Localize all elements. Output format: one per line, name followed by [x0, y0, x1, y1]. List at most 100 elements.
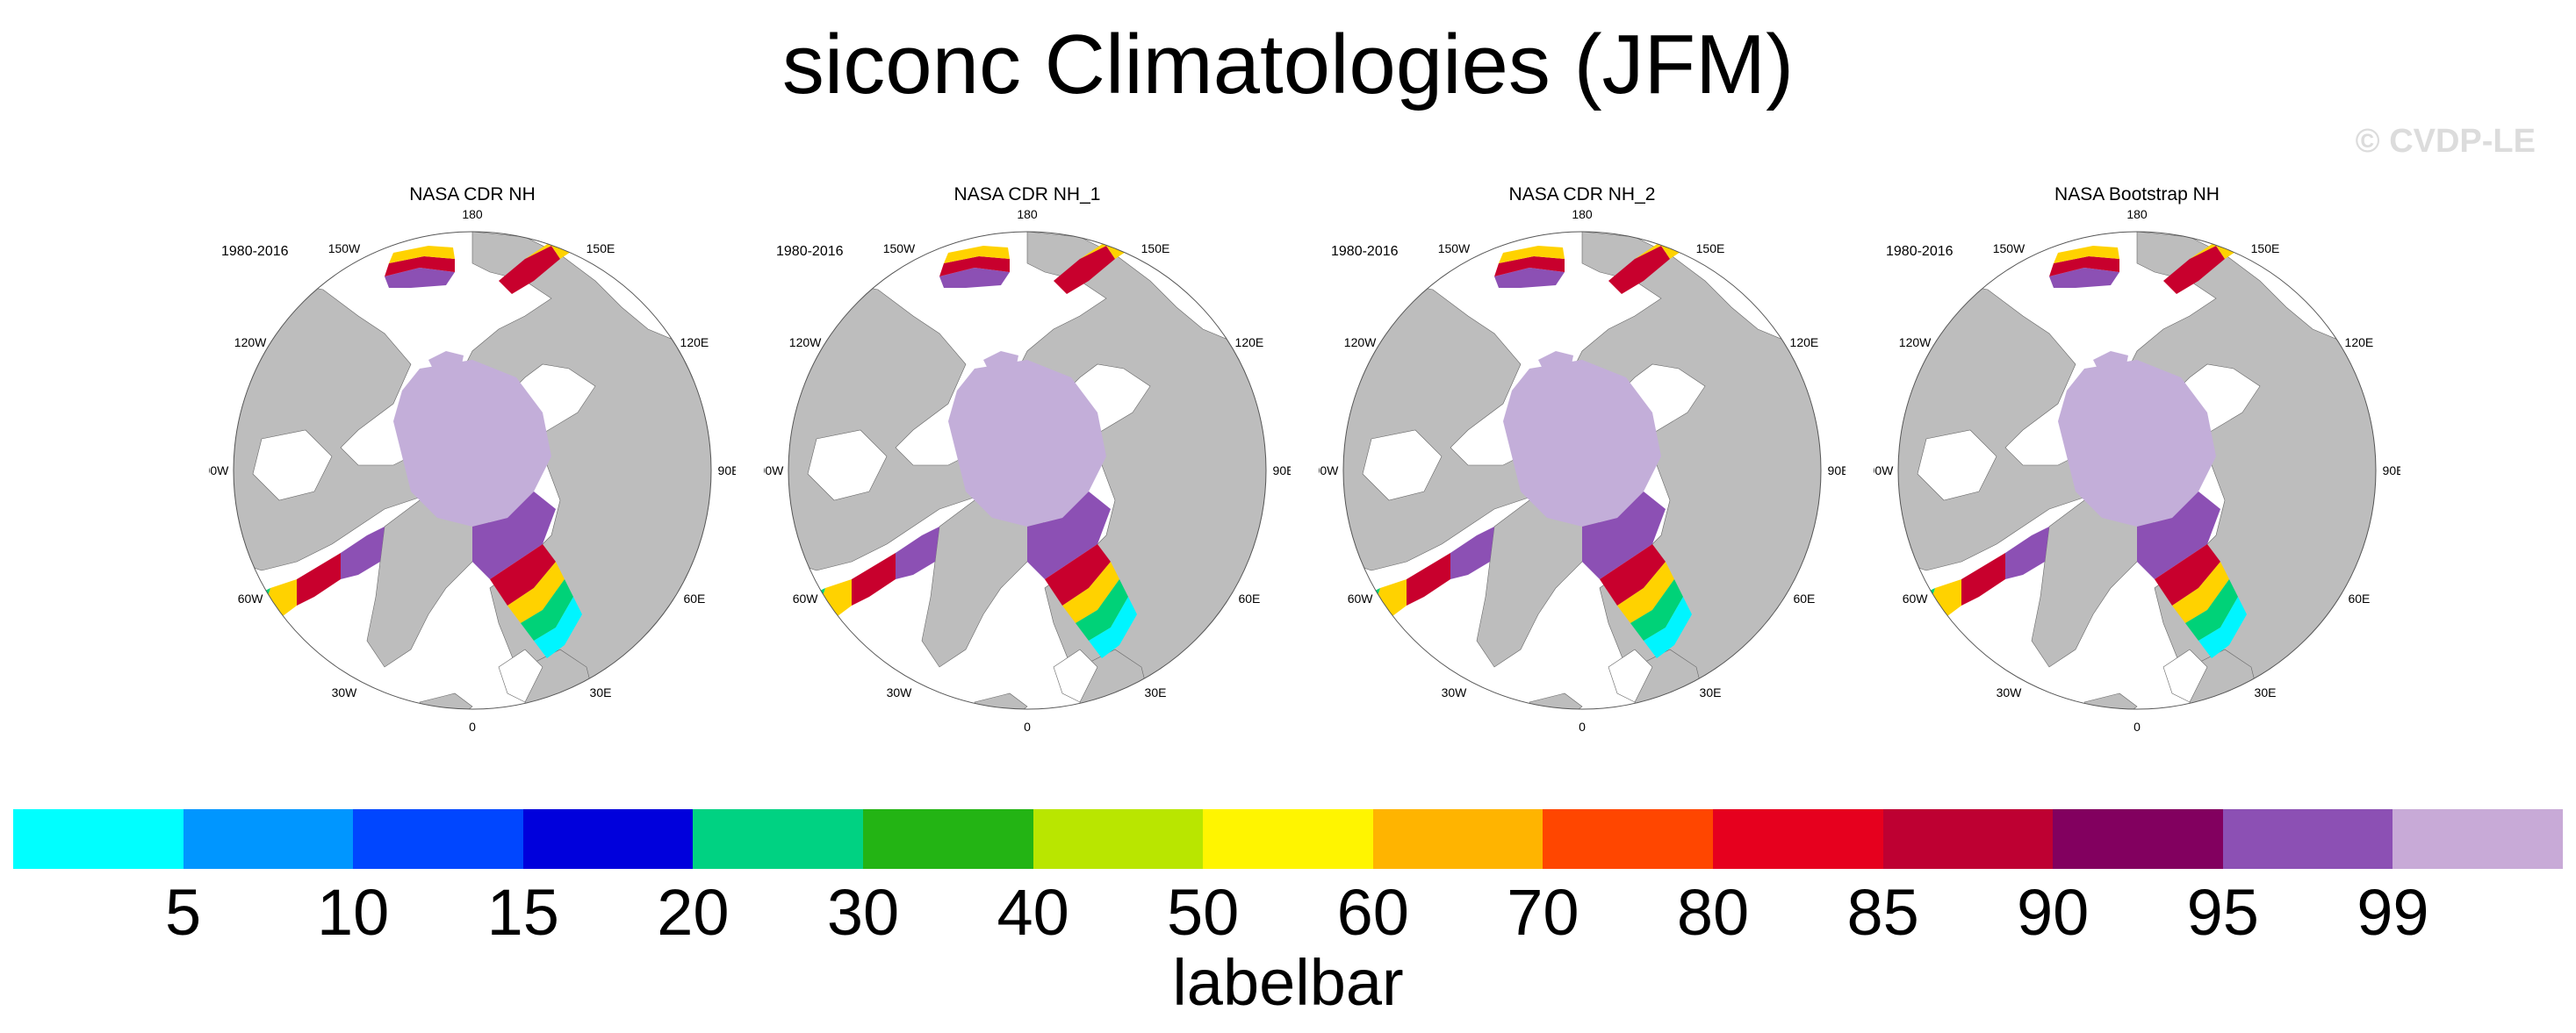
longitude-label: 150W	[328, 241, 361, 255]
labelbar-tick-label: 15	[486, 876, 559, 949]
longitude-label: 30E	[1700, 685, 1722, 699]
land	[2083, 692, 2138, 709]
labelbar-segment	[183, 809, 354, 869]
labelbar-segment	[2053, 809, 2224, 869]
pack-ice	[983, 351, 1018, 377]
longitude-label: 60W	[1903, 592, 1929, 606]
longitude-label: 120E	[680, 335, 709, 349]
ice-edge	[385, 268, 455, 288]
period-label: 1980-2016	[1886, 244, 1954, 259]
ice-edge	[2163, 246, 2225, 294]
ice-edge	[1450, 527, 1494, 579]
hudson-bay	[1362, 429, 1443, 501]
labelbar-tick-label: 10	[317, 876, 390, 949]
panel-title: NASA CDR NH_2	[1508, 184, 1656, 204]
ice-edge	[2155, 544, 2220, 606]
longitude-label: 90W	[209, 463, 229, 477]
labelbar-segment	[1372, 809, 1543, 869]
ice-edge	[389, 246, 455, 263]
ice-edge	[262, 619, 288, 649]
map-border	[1342, 231, 1822, 710]
ice-edge	[939, 256, 1010, 276]
pack-ice	[1503, 360, 1661, 527]
ice-edge	[1076, 579, 1128, 641]
labelbar-tick-label: 20	[657, 876, 730, 949]
ice-edge	[2049, 268, 2119, 288]
longitude-label: 120W	[789, 335, 822, 349]
ice-edge	[1644, 597, 1692, 658]
ice-edge	[1608, 246, 1670, 294]
page-title: siconc Climatologies (JFM)	[781, 18, 1795, 111]
ice-edge	[472, 491, 556, 579]
labelbar-segment	[1033, 809, 1204, 869]
ice-edge	[2172, 562, 2229, 623]
polar-map: 180 150E 120E 90E 60E 30E 0 30W 60W 90W 120W 150W	[209, 207, 736, 734]
ice-edge	[2185, 579, 2238, 641]
longitude-label: 60E	[1238, 592, 1260, 606]
baltic-sea	[498, 649, 543, 703]
panel-title: NASA CDR NH_1	[953, 184, 1101, 204]
longitude-label: 120W	[1344, 335, 1377, 349]
ice-edge	[1630, 579, 1683, 641]
map-panel-2: NASA CDR NH_1 1980-2016 180 150E 120E 90E 60…	[764, 176, 1291, 737]
pack-ice	[2058, 360, 2216, 527]
ice-edge	[852, 553, 896, 606]
longitude-label: 150E	[2251, 241, 2280, 255]
longitude-label: 90E	[718, 463, 736, 477]
ice-edge	[1062, 562, 1119, 623]
longitude-label: 90E	[1273, 463, 1291, 477]
longitude-label: 0	[2133, 720, 2141, 734]
longitude-label: 30W	[332, 685, 358, 699]
ice-edge	[1617, 562, 1674, 623]
period-label: 1980-2016	[776, 244, 844, 259]
longitude-label: 30E	[590, 685, 612, 699]
map-border	[233, 231, 712, 710]
ice-edge	[499, 246, 560, 294]
longitude-label: 150E	[586, 241, 615, 255]
baltic-sea	[1608, 649, 1653, 703]
ice-edge	[1679, 232, 1703, 239]
labelbar-tick-label: 5	[165, 876, 202, 949]
ice-edge	[2137, 491, 2220, 579]
longitude-label: 120E	[2345, 335, 2374, 349]
labelbar-segment	[1882, 809, 2054, 869]
longitude-label: 0	[469, 720, 476, 734]
longitude-label: 150W	[1993, 241, 2026, 255]
watermark: © CVDP-LE	[2355, 123, 2536, 160]
period-label: 1980-2016	[1331, 244, 1399, 259]
longitude-label: 120E	[1790, 335, 1819, 349]
ice-edge	[490, 544, 556, 606]
ice-edge	[944, 246, 1010, 263]
longitude-label: 60E	[2348, 592, 2370, 606]
baltic-sea	[2162, 649, 2208, 703]
ice-edge	[507, 562, 565, 623]
labelbar-tick-label: 60	[1336, 876, 1409, 949]
ice-edge	[1027, 491, 1111, 579]
ice-edge	[1124, 232, 1148, 239]
labelbar-tick-label: 95	[2186, 876, 2259, 949]
labelbar-title: labelbar	[1172, 946, 1404, 1019]
map-content	[1343, 232, 1821, 709]
longitude-label: 0	[1579, 720, 1586, 734]
longitude-label: 60W	[238, 592, 264, 606]
ice-edge	[534, 597, 582, 658]
ice-edge	[521, 579, 573, 641]
map-border	[788, 231, 1267, 710]
ice-edge	[1582, 491, 1666, 579]
ice-edge	[1494, 268, 1565, 288]
land	[419, 692, 473, 709]
pack-ice	[2093, 351, 2128, 377]
longitude-label: 180	[1572, 207, 1593, 221]
panel-title: NASA CDR NH	[409, 184, 536, 204]
map-panel-1: NASA CDR NH 1980-2016 180 150E 120E 90E 60E 3…	[209, 176, 736, 737]
labelbar-segment	[522, 809, 694, 869]
longitude-label: 90W	[1319, 463, 1339, 477]
ice-edge	[1961, 553, 2005, 606]
ice-edge	[2234, 232, 2258, 239]
labelbar-segment	[1713, 809, 1884, 869]
ice-edge	[297, 553, 341, 606]
pack-ice	[428, 351, 464, 377]
labelbar-segment	[2393, 809, 2564, 869]
ice-edge	[2005, 527, 2049, 579]
ice-edge	[1926, 619, 1953, 649]
